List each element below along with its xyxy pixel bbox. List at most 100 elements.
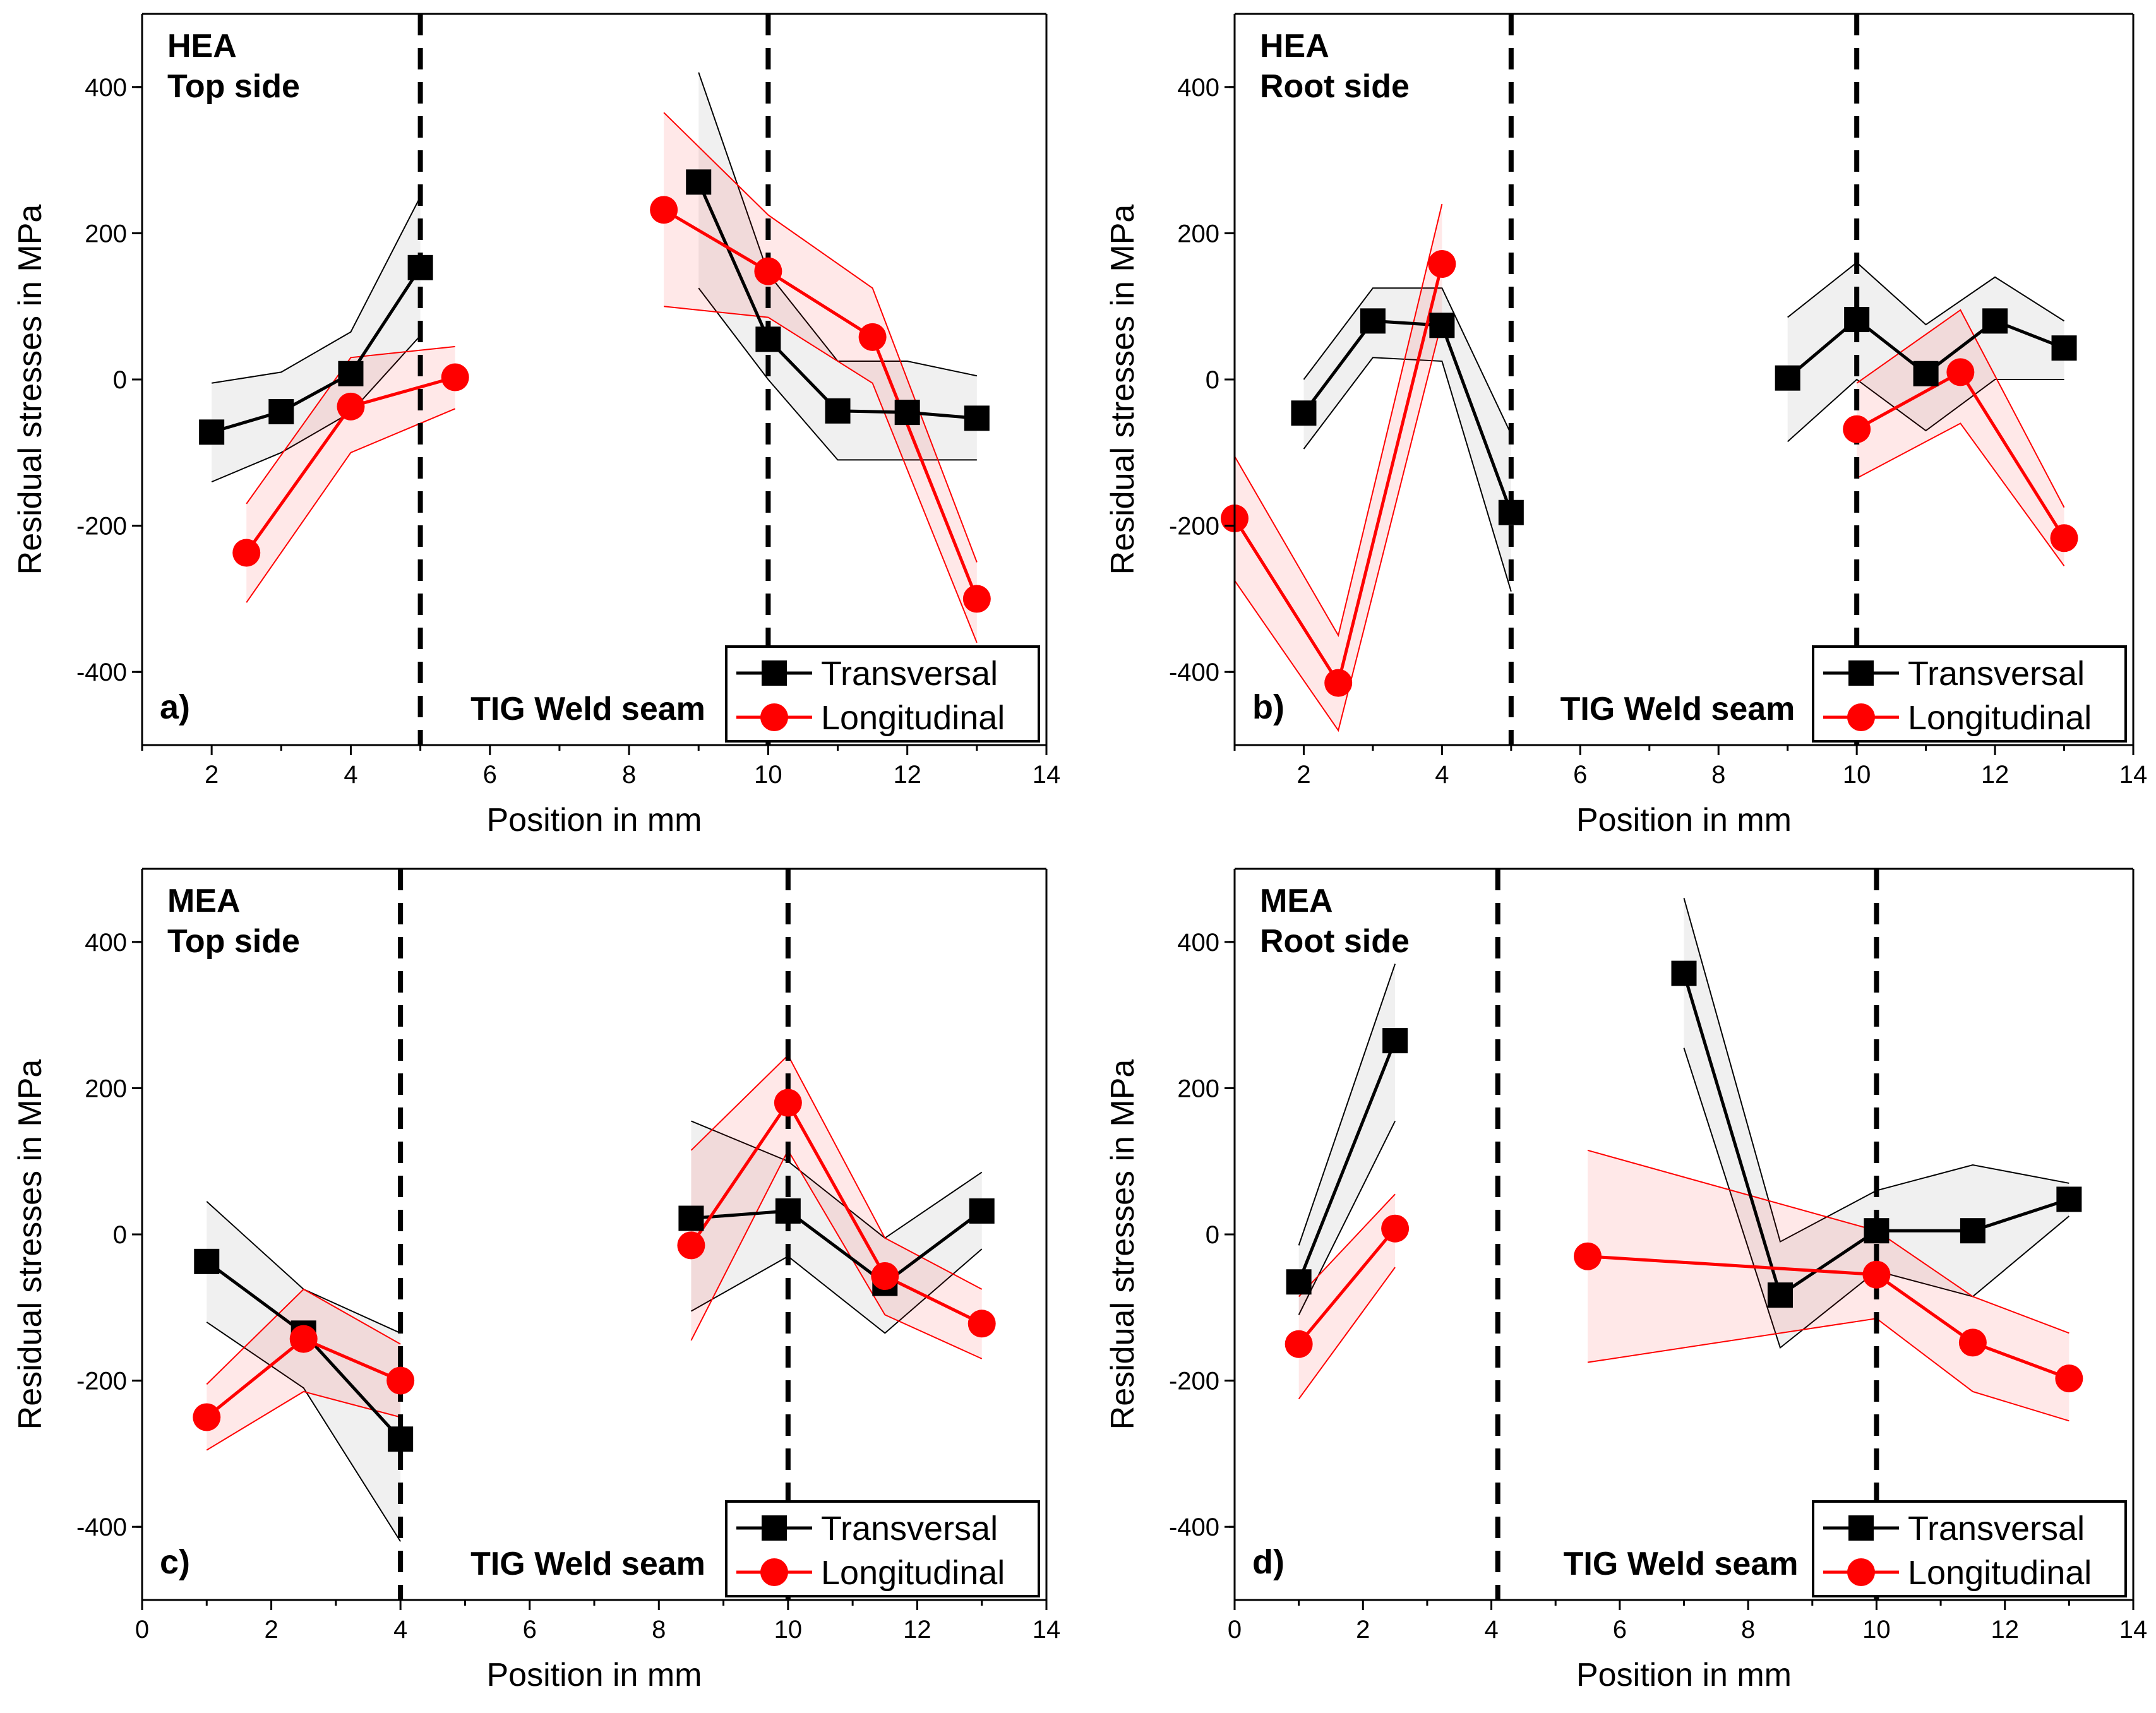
transversal-data-point <box>1844 307 1870 333</box>
band-lower-edge <box>206 1390 401 1451</box>
longitudinal-data-point <box>677 1231 705 1260</box>
band-lower-edge <box>698 287 977 461</box>
band-lower-edge <box>1298 1267 1396 1400</box>
longitudinal-data-point <box>386 1366 415 1395</box>
x-tick-label: 4 <box>393 1616 407 1644</box>
longitudinal-data-point <box>754 257 782 285</box>
x-tick-label: 4 <box>1435 761 1449 789</box>
y-tick-label: 0 <box>113 1221 127 1249</box>
error-band <box>1857 309 2064 566</box>
weld-seam-label: TIG Weld seam <box>470 691 705 727</box>
legend-label: Longitudinal <box>1908 699 2092 737</box>
x-tick-label: 14 <box>1033 1616 1061 1644</box>
x-tick-label: 10 <box>774 1616 803 1644</box>
transversal-data-point <box>268 398 294 424</box>
transversal-data-point <box>1360 308 1386 334</box>
band-upper-edge <box>1235 203 1443 637</box>
band-upper-edge <box>211 196 421 384</box>
transversal-data-point <box>2051 335 2077 361</box>
longitudinal-data-point <box>337 392 365 421</box>
legend-square-marker <box>1848 1515 1874 1541</box>
panel-letter: c) <box>160 1543 190 1581</box>
panel-title-line: MEA <box>1260 883 1333 919</box>
transversal-data-point <box>1286 1269 1312 1295</box>
band-upper-edge <box>246 345 455 504</box>
transversal-data-point <box>1913 361 1939 386</box>
panel-letter: d) <box>1252 1543 1285 1581</box>
longitudinal-data-point <box>1574 1242 1602 1270</box>
y-tick-label: 400 <box>85 929 127 957</box>
transversal-data-point <box>964 405 990 431</box>
y-tick-label: -400 <box>1169 659 1219 686</box>
longitudinal-data-point <box>1862 1260 1891 1289</box>
x-tick-label: 12 <box>903 1616 931 1644</box>
transversal-data-point <box>755 326 781 352</box>
band-lower-edge <box>1298 1121 1396 1315</box>
x-tick-label: 6 <box>1573 761 1587 789</box>
panel-letter: b) <box>1252 688 1285 726</box>
band-lower-edge <box>1787 378 2064 443</box>
transversal-data-point <box>2056 1186 2082 1212</box>
legend-label: Longitudinal <box>1908 1554 2092 1592</box>
y-tick-label: 200 <box>85 1075 127 1102</box>
transversal-data-point <box>194 1248 220 1274</box>
legend-label: Transversal <box>1908 1510 2085 1548</box>
y-axis-title: Residual stresses in MPa <box>1105 205 1141 575</box>
transversal-data-point <box>686 169 712 195</box>
longitudinal-data-point <box>232 539 261 567</box>
longitudinal-data-point <box>1381 1214 1410 1243</box>
panel-title-line: Root side <box>1260 68 1410 105</box>
legend-label: Transversal <box>1908 655 2085 693</box>
y-tick-label: 0 <box>113 366 127 394</box>
longitudinal-data-point <box>962 585 991 613</box>
y-axis-title: Residual stresses in MPa <box>12 1059 49 1430</box>
x-tick-label: 8 <box>622 761 636 789</box>
legend-label: Transversal <box>821 655 998 693</box>
y-tick-label: 200 <box>85 220 127 248</box>
x-axis-title: Position in mm <box>487 1657 702 1693</box>
error-band <box>1303 288 1511 592</box>
panel-title-line: Top side <box>167 923 300 960</box>
band-upper-edge <box>1856 309 2065 508</box>
transversal-series-line <box>691 1209 983 1286</box>
x-tick-label: 12 <box>1991 1616 2019 1644</box>
x-tick-label: 2 <box>1297 761 1310 789</box>
transversal-data-point <box>388 1426 414 1452</box>
band-upper-edge <box>663 112 978 563</box>
band-upper-edge <box>206 1288 401 1385</box>
longitudinal-series-line <box>662 208 979 600</box>
y-tick-label: 400 <box>1177 929 1219 957</box>
transversal-series-line <box>1297 1040 1397 1283</box>
x-tick-label: 6 <box>483 761 497 789</box>
x-tick-label: 10 <box>754 761 782 789</box>
y-tick-label: 0 <box>1206 366 1219 394</box>
error-band <box>691 1121 982 1334</box>
panel-b: 2 4 6 8 10 12 14 -400 -200 0 200 400 Position in mm R… <box>1105 13 2148 839</box>
band-lower-edge <box>211 335 421 483</box>
x-axis-title: Position in mm <box>1576 802 1792 839</box>
x-tick-label: 12 <box>1981 761 2009 789</box>
x-tick-label: 4 <box>344 761 357 789</box>
longitudinal-data-point <box>2055 1364 2083 1393</box>
transversal-data-point <box>775 1198 801 1224</box>
x-tick-label: 14 <box>1033 761 1061 789</box>
transversal-data-point <box>199 419 225 445</box>
x-tick-label: 14 <box>2119 1616 2148 1644</box>
band-lower-edge <box>1856 422 2065 566</box>
x-tick-label: 14 <box>2119 761 2148 789</box>
error-band <box>691 1055 982 1359</box>
band-upper-edge <box>1787 261 2065 326</box>
error-band <box>207 1201 401 1542</box>
panel-title-line: Top side <box>167 68 300 105</box>
longitudinal-data-point <box>441 363 469 391</box>
transversal-data-point <box>338 361 364 386</box>
x-tick-label: 2 <box>205 761 219 789</box>
legend: Transversal Longitudinal <box>1812 645 2127 743</box>
y-tick-label: 200 <box>1177 220 1219 248</box>
weld-seam-label: TIG Weld seam <box>1560 691 1795 727</box>
legend-square-marker <box>762 1515 787 1541</box>
transversal-data-point <box>894 400 920 426</box>
transversal-data-point <box>1429 313 1455 338</box>
transversal-data-point <box>1498 499 1524 525</box>
longitudinal-data-point <box>858 323 887 351</box>
